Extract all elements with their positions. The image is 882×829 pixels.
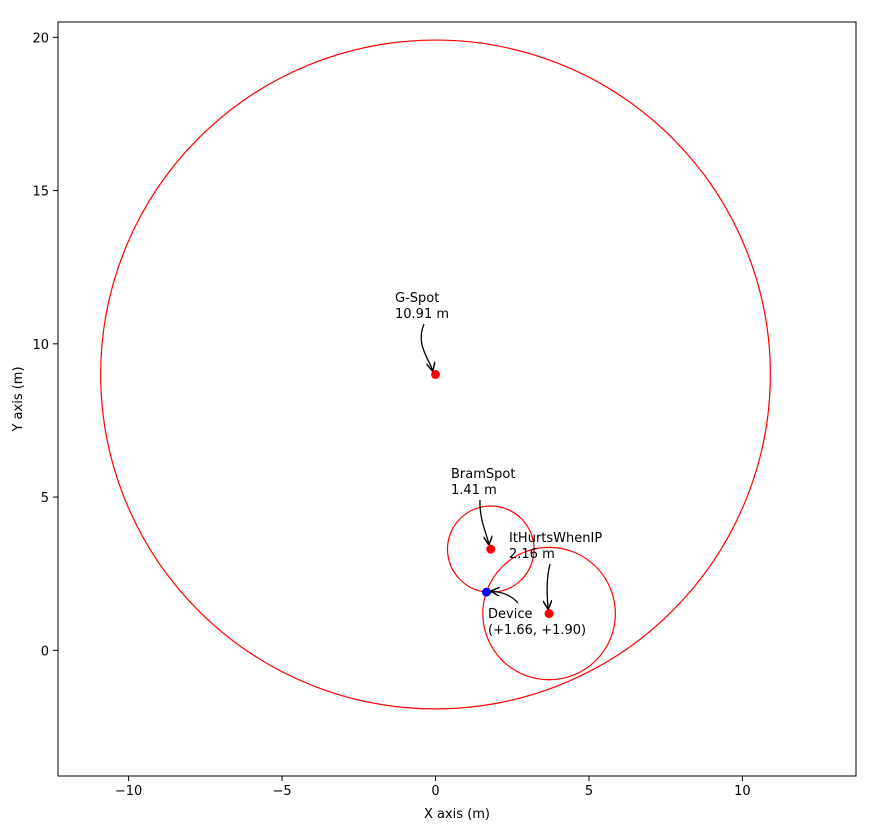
device-point xyxy=(481,587,491,597)
x-tick-label: −5 xyxy=(272,784,291,799)
x-tick-label: 0 xyxy=(431,784,439,799)
beacon-distance-g-spot: 10.91 m xyxy=(395,307,449,322)
plot-frame xyxy=(57,21,857,777)
y-tick-label: 5 xyxy=(41,491,49,506)
range-circle-g-spot xyxy=(100,39,771,710)
y-tick-label: 15 xyxy=(32,185,49,200)
beacon-point-ithurtswhenip xyxy=(544,609,554,619)
device-label: Device xyxy=(488,607,532,622)
device-coords: (+1.66, +1.90) xyxy=(488,623,586,638)
y-tick-label: 0 xyxy=(41,644,49,659)
y-axis-ticks: 0 5 10 15 20 xyxy=(32,31,58,659)
x-axis-ticks: −10 −5 0 5 10 xyxy=(115,776,751,799)
beacon-distance-bramspot: 1.41 m xyxy=(451,483,497,498)
range-circle-ithurtswhenip xyxy=(482,546,616,681)
y-tick-label: 20 xyxy=(32,31,49,46)
beacon-point-bramspot xyxy=(486,544,496,554)
beacon-label-bramspot: BramSpot xyxy=(451,467,515,482)
annotation-arrow-ithurtswhenip xyxy=(547,563,550,609)
x-tick-label: 10 xyxy=(734,784,751,799)
beacon-point-g-spot xyxy=(431,369,441,379)
annotation-arrow-bramspot xyxy=(479,499,489,544)
y-tick-label: 10 xyxy=(32,338,49,353)
annotation-arrow-g-spot xyxy=(420,323,432,370)
annotation-arrow-device xyxy=(491,591,519,604)
beacon-label-ithurtswhenip: ItHurtsWhenIP xyxy=(509,531,602,546)
beacon-label-g-spot: G-Spot xyxy=(395,291,439,306)
x-tick-label: 5 xyxy=(585,784,593,799)
x-tick-label: −10 xyxy=(115,784,142,799)
y-axis-title: Y axis (m) xyxy=(11,366,26,432)
plot-content xyxy=(100,39,771,710)
x-axis-title: X axis (m) xyxy=(424,807,490,822)
beacon-distance-ithurtswhenip: 2.16 m xyxy=(509,547,555,562)
